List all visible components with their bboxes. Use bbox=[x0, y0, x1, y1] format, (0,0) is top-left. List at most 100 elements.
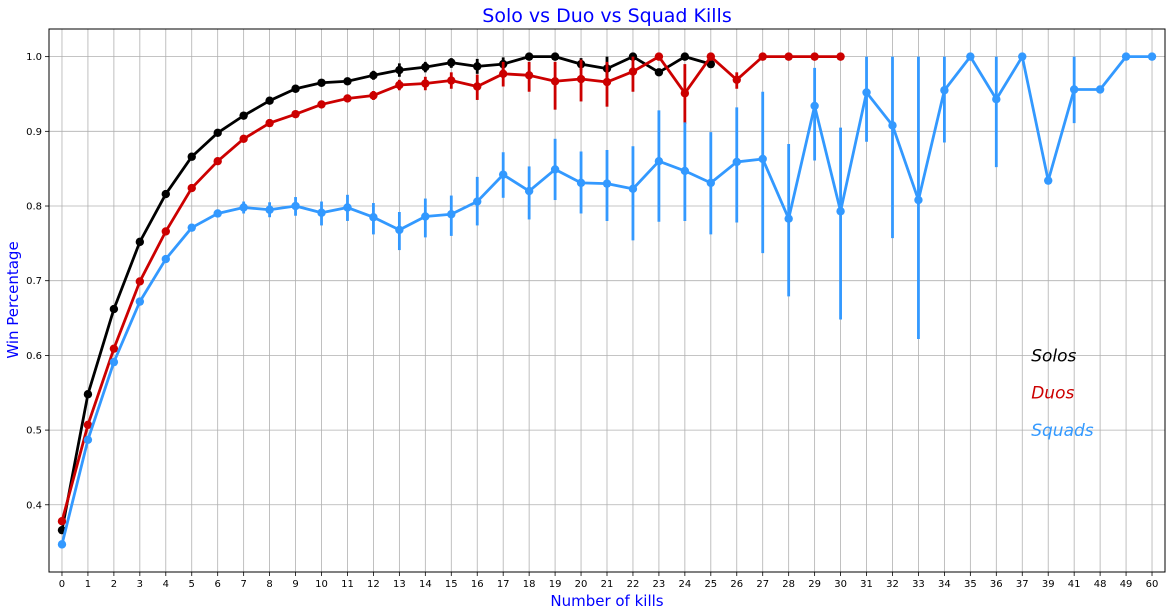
x-tick-label: 8 bbox=[266, 579, 272, 590]
data-point bbox=[136, 238, 144, 246]
data-point bbox=[447, 58, 455, 66]
data-point bbox=[421, 212, 429, 220]
data-point bbox=[265, 206, 273, 214]
x-tick-label: 25 bbox=[704, 579, 717, 590]
data-point bbox=[213, 157, 221, 165]
data-point bbox=[992, 95, 1000, 103]
data-point bbox=[213, 209, 221, 217]
data-point bbox=[707, 179, 715, 187]
data-point bbox=[291, 110, 299, 118]
data-point bbox=[395, 81, 403, 89]
data-point bbox=[1018, 52, 1026, 60]
data-point bbox=[603, 179, 611, 187]
x-tick-label: 60 bbox=[1146, 579, 1159, 590]
y-tick-label: 0.4 bbox=[26, 500, 42, 511]
data-point bbox=[733, 158, 741, 166]
data-point bbox=[759, 155, 767, 163]
data-point bbox=[136, 277, 144, 285]
x-tick-label: 1 bbox=[85, 579, 91, 590]
data-point bbox=[862, 88, 870, 96]
x-tick-label: 0 bbox=[59, 579, 65, 590]
x-tick-label: 4 bbox=[163, 579, 169, 590]
chart-title: Solo vs Duo vs Squad Kills bbox=[482, 5, 731, 27]
data-point bbox=[914, 196, 922, 204]
x-tick-label: 6 bbox=[215, 579, 221, 590]
x-tick-label: 39 bbox=[1042, 579, 1055, 590]
data-point bbox=[110, 344, 118, 352]
data-point bbox=[681, 89, 689, 97]
data-point bbox=[473, 82, 481, 90]
data-point bbox=[369, 71, 377, 79]
data-point bbox=[551, 77, 559, 85]
x-tick-label: 35 bbox=[964, 579, 977, 590]
data-point bbox=[213, 129, 221, 137]
data-point bbox=[810, 52, 818, 60]
data-point bbox=[136, 297, 144, 305]
x-tick-label: 21 bbox=[601, 579, 614, 590]
y-tick-label: 0.9 bbox=[26, 127, 42, 138]
x-tick-label: 29 bbox=[808, 579, 821, 590]
data-point bbox=[84, 390, 92, 398]
data-point bbox=[291, 202, 299, 210]
legend-entry-squads: Squads bbox=[1031, 421, 1094, 441]
x-tick-label: 2 bbox=[111, 579, 117, 590]
data-point bbox=[317, 79, 325, 87]
data-point bbox=[551, 52, 559, 60]
data-point bbox=[473, 197, 481, 205]
x-tick-label: 34 bbox=[938, 579, 951, 590]
x-tick-label: 23 bbox=[653, 579, 666, 590]
data-point bbox=[58, 540, 66, 548]
data-point bbox=[421, 63, 429, 71]
data-point bbox=[836, 52, 844, 60]
x-tick-label: 18 bbox=[523, 579, 536, 590]
x-tick-label: 10 bbox=[315, 579, 328, 590]
x-tick-label: 14 bbox=[419, 579, 432, 590]
x-tick-label: 5 bbox=[189, 579, 195, 590]
data-point bbox=[810, 102, 818, 110]
data-point bbox=[888, 121, 896, 129]
data-point bbox=[447, 210, 455, 218]
data-point bbox=[162, 227, 170, 235]
data-point bbox=[759, 52, 767, 60]
data-point bbox=[966, 52, 974, 60]
x-tick-label: 26 bbox=[730, 579, 743, 590]
x-tick-label: 17 bbox=[497, 579, 510, 590]
data-point bbox=[291, 85, 299, 93]
data-point bbox=[343, 94, 351, 102]
y-tick-label: 1.0 bbox=[26, 52, 42, 63]
data-point bbox=[577, 75, 585, 83]
data-point bbox=[447, 76, 455, 84]
data-point bbox=[655, 52, 663, 60]
data-point bbox=[473, 62, 481, 70]
data-point bbox=[317, 100, 325, 108]
x-tick-label: 24 bbox=[678, 579, 691, 590]
x-tick-label: 22 bbox=[627, 579, 640, 590]
data-point bbox=[525, 71, 533, 79]
series-solos bbox=[58, 52, 715, 534]
data-point bbox=[551, 165, 559, 173]
data-point bbox=[317, 209, 325, 217]
data-point bbox=[681, 167, 689, 175]
data-point bbox=[707, 52, 715, 60]
x-tick-label: 3 bbox=[137, 579, 143, 590]
x-tick-label: 28 bbox=[782, 579, 795, 590]
x-tick-label: 37 bbox=[1016, 579, 1029, 590]
data-point bbox=[1122, 52, 1130, 60]
x-tick-label: 27 bbox=[756, 579, 769, 590]
axis-ticks: 0 1 2 3 4 5 6 7 8 9 10 11 12 13 14 15 16 17 18 19 20 21 22 23 24… bbox=[26, 52, 1158, 590]
data-point bbox=[84, 436, 92, 444]
data-point bbox=[1096, 85, 1104, 93]
y-axis-title: Win Percentage bbox=[4, 241, 22, 358]
series-line bbox=[62, 57, 711, 531]
data-point bbox=[395, 66, 403, 74]
data-point bbox=[343, 77, 351, 85]
y-tick-label: 0.7 bbox=[26, 276, 42, 287]
x-tick-label: 9 bbox=[292, 579, 298, 590]
data-point bbox=[265, 97, 273, 105]
data-point bbox=[188, 153, 196, 161]
x-tick-label: 31 bbox=[860, 579, 873, 590]
data-point bbox=[239, 203, 247, 211]
x-tick-label: 15 bbox=[445, 579, 458, 590]
x-tick-label: 16 bbox=[471, 579, 484, 590]
data-point bbox=[629, 185, 637, 193]
